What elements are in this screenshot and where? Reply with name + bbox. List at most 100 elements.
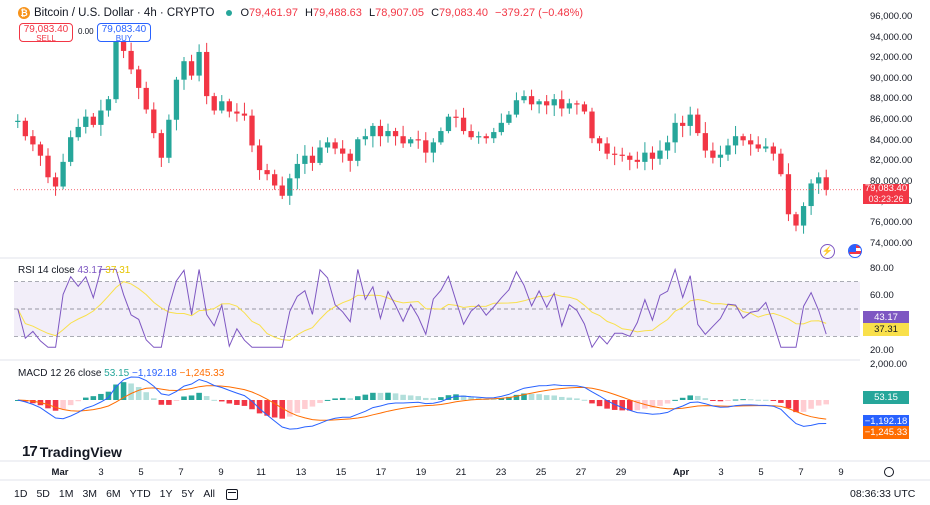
candle-body [385,131,391,137]
candle-body [347,153,353,161]
candle-body [483,136,489,139]
bitcoin-icon: ₿ [18,7,30,19]
candle-body [800,206,807,226]
timeframe-button[interactable]: 1Y [159,488,173,500]
candle-body [90,116,96,125]
settings-gear-icon[interactable] [884,467,894,477]
us-flag-icon[interactable] [848,244,862,258]
macd-histogram-bar [664,400,671,404]
candle-body [340,148,346,154]
rsi-axis-label: 60.00 [870,290,894,301]
utc-clock[interactable]: 08:36:33 UTC [850,488,916,500]
date-label: 27 [575,467,587,478]
macd-signal-line [17,385,827,421]
date-label: 3 [98,467,104,478]
timeframe-button[interactable]: 5Y [181,488,195,500]
candle-body [45,155,51,178]
candle-body [574,103,580,105]
candle-body [377,125,384,137]
flash-icon[interactable]: ⚡ [820,244,835,259]
candle-body [68,137,74,162]
macd-histogram-bar [203,396,210,400]
macd-histogram-bar [453,394,459,400]
candle-body [717,154,724,158]
candle-body [309,155,316,163]
candle-body [272,174,278,186]
date-label: 9 [218,467,224,478]
candle-body [113,37,119,100]
candle-body [513,100,520,115]
candle-body [778,153,784,175]
date-label: 21 [455,467,467,478]
macd-histogram-bar [151,398,157,400]
candle-body [136,69,142,88]
timeframe-button[interactable]: 1D [14,488,28,500]
macd-histogram-bar [491,398,497,400]
candle-body [687,114,693,126]
candle-body [204,51,210,97]
buy-button[interactable]: 79,083.40 BUY [97,23,151,43]
timeframe-button[interactable]: All [203,488,216,500]
candle-body [37,144,44,156]
macd-histogram-bar [256,400,263,414]
macd-axis-label: 2,000.00 [870,359,907,370]
macd-histogram-bar [67,400,74,406]
candle-body [52,177,59,187]
macd-histogram-bar [158,400,165,405]
candle-body [725,145,731,155]
candle-body [188,61,195,76]
macd-legend: MACD 12 26 close 53.15 −1,192.18 −1,245.… [18,368,225,379]
timeframe-button[interactable]: YTD [129,488,151,500]
date-label: 11 [256,467,266,478]
macd-histogram-bar [604,400,610,409]
candle-body [30,136,36,145]
macd-histogram-bar [793,400,799,413]
candle-body [120,37,127,51]
candle-body [75,126,81,138]
sell-button[interactable]: 79,083.40 SELL [19,23,73,43]
macd-histogram-bar [679,397,686,400]
macd-histogram-bar [234,400,240,405]
candle-body [732,136,739,146]
candle-body [15,120,21,122]
timeframe-button[interactable]: 6M [106,488,121,500]
timeframe-button[interactable]: 5D [36,488,50,500]
candle-body [468,131,474,138]
macd-histogram-bar [294,400,301,413]
candle-body [105,99,112,111]
date-label: 17 [375,467,387,478]
rsi-ma-tag: 37.31 [863,323,909,336]
candle-body [770,146,776,154]
macd-histogram-bar [279,400,285,419]
date-label: Mar [51,467,69,478]
candle-body [256,145,263,171]
date-label: 7 [178,467,184,478]
macd-histogram-bar [596,400,603,407]
timeframe-button[interactable]: 1M [58,488,74,500]
candle-body [612,153,618,155]
calendar-range-icon[interactable] [226,488,239,500]
symbol-title[interactable]: Bitcoin / U.S. Dollar · 4h · CRYPTO [34,7,215,19]
spread-value: 0.00 [78,27,94,36]
candle-body [302,155,308,164]
date-label: 23 [495,467,507,478]
macd-line-tag: −1,192.18 [863,415,909,428]
timeframe-button[interactable]: 3M [82,488,98,500]
macd-histogram-bar [627,400,633,411]
candle-body [317,147,323,163]
candle-body [702,133,708,151]
candle-body [173,79,180,120]
tradingview-logo[interactable]: 17 TradingView [22,443,122,460]
macd-histogram-bar [430,398,437,400]
candle-body [521,96,527,101]
macd-histogram-bar [415,396,421,400]
macd-histogram-bar [324,399,331,401]
macd-histogram-bar [309,400,316,407]
candle-body [634,159,640,162]
candle-body [400,136,406,144]
candle-body [392,131,399,137]
candle-body [264,170,270,175]
macd-histogram-bar [120,382,127,400]
candle-body [241,113,248,116]
